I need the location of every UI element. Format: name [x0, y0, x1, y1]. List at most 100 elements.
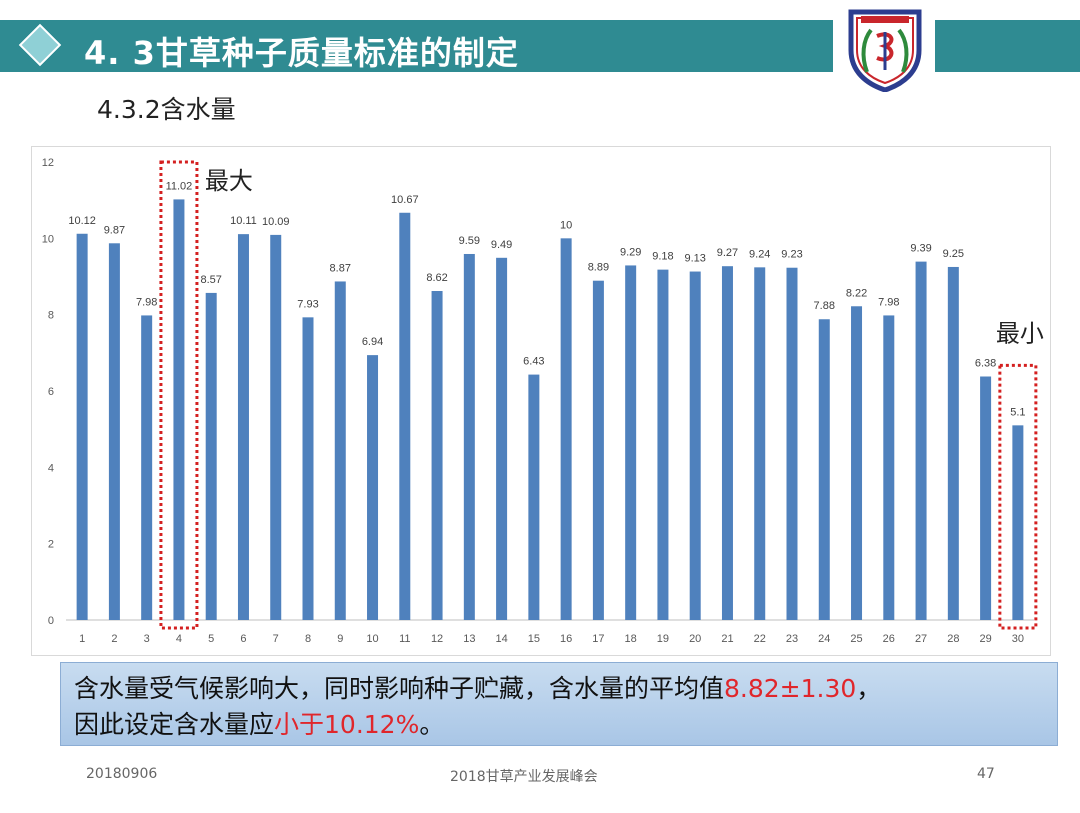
y-tick-label: 12 — [42, 157, 54, 169]
data-label: 9.39 — [910, 243, 931, 255]
data-label: 9.29 — [620, 246, 641, 258]
x-tick-label: 8 — [305, 633, 311, 645]
bar — [205, 292, 217, 620]
bar — [431, 291, 443, 620]
bar — [108, 243, 120, 621]
footer-page-number: 47 — [977, 766, 995, 782]
x-tick-label: 29 — [979, 633, 991, 645]
bar — [270, 234, 282, 621]
note-text: 含水量受气候影响大，同时影响种子贮藏，含水量的平均值 — [74, 674, 725, 703]
data-label: 10.67 — [391, 194, 419, 206]
chart-area: 0 2 4 6 8 10 12 10.12 1 9.87 2 7.98 3 11.02 4 8.57 5 10.1… — [31, 146, 1051, 656]
footer-event: 2018甘草产业发展峰会 — [450, 769, 598, 785]
section-subtitle: 4.3.2含水量 — [97, 95, 236, 124]
x-tick-label: 21 — [721, 633, 733, 645]
y-tick-label: 0 — [48, 615, 54, 627]
bar — [1012, 425, 1024, 620]
data-label: 11.02 — [166, 180, 193, 192]
x-tick-label: 6 — [240, 633, 246, 645]
x-tick-label: 25 — [850, 633, 862, 645]
bar — [528, 374, 540, 620]
bar — [625, 265, 637, 620]
x-tick-label: 24 — [818, 633, 830, 645]
data-label: 6.94 — [362, 336, 383, 348]
x-tick-label: 26 — [883, 633, 895, 645]
bar — [496, 257, 508, 620]
x-tick-label: 20 — [689, 633, 701, 645]
data-label: 9.24 — [749, 248, 770, 260]
note-highlight-mean: 8.82±1.30 — [724, 674, 857, 703]
bar — [334, 281, 346, 620]
x-tick-label: 7 — [273, 633, 279, 645]
data-label: 6.43 — [523, 356, 544, 368]
note-text: 。 — [419, 710, 445, 739]
bar — [786, 267, 798, 620]
title-bar — [0, 20, 833, 72]
y-tick-label: 2 — [48, 539, 54, 551]
x-tick-label: 14 — [495, 633, 507, 645]
data-label: 7.93 — [297, 298, 318, 310]
bar — [818, 319, 830, 620]
bar — [592, 280, 604, 620]
x-tick-label: 2 — [111, 633, 117, 645]
bar — [915, 261, 927, 620]
bar — [560, 238, 572, 620]
y-tick-label: 10 — [42, 233, 54, 245]
x-tick-label: 30 — [1012, 633, 1024, 645]
y-tick-label: 8 — [48, 310, 54, 322]
data-label: 8.62 — [426, 272, 447, 284]
x-tick-label: 10 — [366, 633, 378, 645]
x-tick-label: 9 — [337, 633, 343, 645]
data-label: 9.23 — [781, 249, 802, 261]
data-label: 9.25 — [943, 248, 964, 260]
bar — [173, 199, 185, 621]
data-label: 9.87 — [104, 224, 125, 236]
data-label: 7.88 — [814, 300, 835, 312]
bar — [76, 233, 88, 620]
x-tick-label: 27 — [915, 633, 927, 645]
bar — [141, 315, 153, 620]
note-text: ， — [856, 674, 882, 703]
x-tick-label: 22 — [754, 633, 766, 645]
bar — [721, 266, 733, 620]
data-label: 7.98 — [136, 296, 157, 308]
x-tick-label: 15 — [528, 633, 540, 645]
bar — [657, 269, 669, 620]
x-tick-label: 1 — [79, 633, 85, 645]
y-tick-label: 4 — [48, 462, 54, 474]
x-tick-label: 13 — [463, 633, 475, 645]
data-label: 7.98 — [878, 296, 899, 308]
annotation-label: 最大 — [205, 167, 253, 195]
bar — [302, 317, 314, 620]
bar — [883, 315, 895, 620]
data-label: 9.49 — [491, 239, 512, 251]
bar — [237, 234, 249, 620]
note-line-2: 因此设定含水量应小于10.12%。 — [74, 705, 444, 741]
slide-title: 4. 3甘草种子质量标准的制定 — [84, 34, 519, 72]
title-bar-right — [935, 20, 1080, 72]
annotation-label: 最小 — [996, 319, 1044, 347]
emblem-logo — [848, 9, 922, 92]
data-label: 8.57 — [200, 274, 221, 286]
bar — [980, 376, 992, 620]
data-label: 8.22 — [846, 287, 867, 299]
data-label: 9.59 — [459, 235, 480, 247]
highlight-frame — [998, 363, 1038, 630]
y-tick-label: 6 — [48, 386, 54, 398]
x-tick-label: 16 — [560, 633, 572, 645]
x-tick-label: 19 — [657, 633, 669, 645]
data-label: 9.13 — [684, 253, 705, 265]
bar-chart: 02468101210.1219.8727.98311.0248.57510.1… — [42, 157, 1044, 645]
data-label: 8.89 — [588, 262, 609, 274]
note-text: 因此设定含水量应 — [74, 710, 275, 739]
data-label: 10.11 — [230, 215, 257, 227]
data-label: 10.09 — [262, 216, 290, 228]
bar — [399, 212, 411, 620]
note-highlight-limit: 小于10.12% — [274, 710, 420, 739]
x-tick-label: 12 — [431, 633, 443, 645]
highlight-frame — [159, 160, 199, 630]
bar — [463, 253, 475, 620]
note-box: 含水量受气候影响大，同时影响种子贮藏，含水量的平均值8.82±1.30， 因此设… — [60, 662, 1058, 746]
bar — [367, 355, 379, 620]
bar — [851, 306, 863, 620]
